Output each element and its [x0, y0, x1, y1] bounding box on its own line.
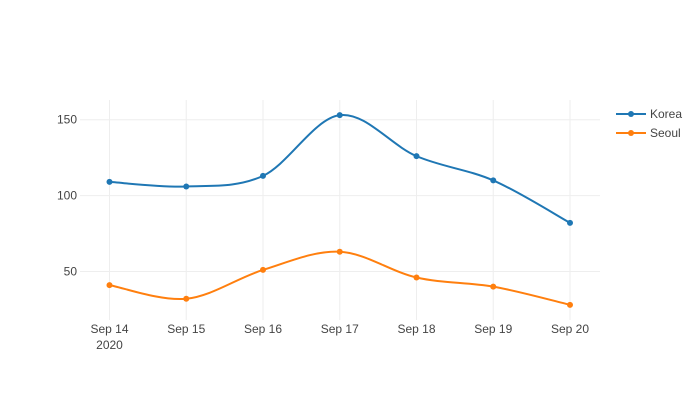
x-tick-label: Sep 15	[167, 322, 205, 336]
y-tick-label: 50	[64, 264, 78, 278]
legend-label: Korea	[650, 107, 682, 121]
legend-item-seoul[interactable]: Seoul	[616, 126, 681, 140]
data-point-seoul[interactable]	[336, 248, 343, 255]
data-point-korea[interactable]	[106, 178, 113, 185]
data-point-korea[interactable]	[490, 177, 497, 184]
grid	[80, 100, 600, 320]
legend-item-korea[interactable]: Korea	[616, 107, 682, 121]
legend-swatch-marker	[628, 130, 634, 136]
data-point-korea[interactable]	[260, 172, 266, 179]
data-point-korea[interactable]	[413, 153, 420, 160]
x-tick-label: Sep 19	[474, 322, 512, 336]
y-tick-label: 150	[57, 113, 77, 127]
data-point-seoul[interactable]	[490, 283, 497, 290]
x-tick-label: Sep 14	[90, 322, 128, 336]
legend-label: Seoul	[650, 126, 681, 140]
series-group	[106, 112, 573, 308]
data-point-seoul[interactable]	[106, 282, 113, 289]
x-tick-label: Sep 20	[551, 322, 589, 336]
x-tick-label: Sep 18	[397, 322, 435, 336]
series-korea	[106, 112, 573, 226]
legend[interactable]: Korea Seoul	[616, 107, 682, 140]
data-point-korea[interactable]	[567, 219, 573, 226]
y-tick-label: 100	[57, 189, 77, 203]
x-year-label: 2020	[96, 338, 123, 352]
data-point-seoul[interactable]	[567, 301, 573, 308]
legend-swatch-marker	[628, 111, 634, 117]
data-point-korea[interactable]	[336, 112, 343, 119]
x-tick-label: Sep 17	[321, 322, 359, 336]
data-point-seoul[interactable]	[260, 266, 266, 273]
data-point-seoul[interactable]	[183, 295, 190, 302]
x-tick-label: Sep 16	[244, 322, 282, 336]
axes: Sep 14 Sep 15 Sep 16 Sep 17 Sep 18 Sep 19 Sep …	[57, 113, 589, 352]
series-seoul	[106, 248, 573, 308]
data-point-korea[interactable]	[183, 183, 190, 190]
data-point-seoul[interactable]	[413, 274, 420, 281]
